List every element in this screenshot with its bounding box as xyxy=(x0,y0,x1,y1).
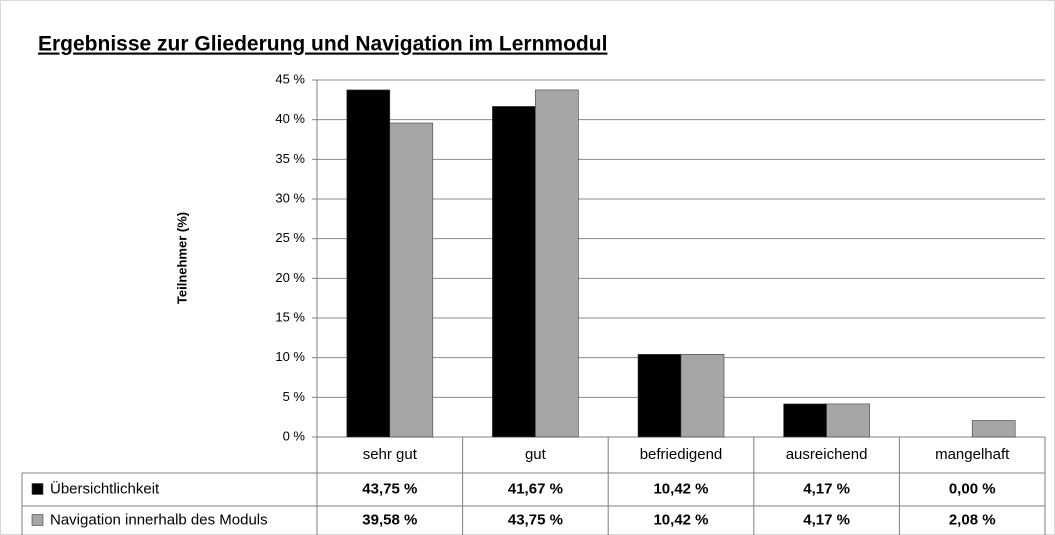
bar xyxy=(389,122,434,438)
data-label: 4,17 % xyxy=(803,480,850,497)
legend-label: Übersichtlichkeit xyxy=(50,479,160,497)
data-label: 10,42 % xyxy=(653,511,708,528)
bar xyxy=(535,89,579,438)
y-tick-label: 45 % xyxy=(275,71,305,86)
data-label: 4,17 % xyxy=(803,511,850,528)
data-label: 43,75 % xyxy=(362,480,417,497)
legend-label: Navigation innerhalb des Moduls xyxy=(50,511,268,528)
chart-title: Ergebnisse zur Gliederung und Navigation… xyxy=(38,33,607,56)
y-tick-label: 5 % xyxy=(283,389,306,404)
data-label: 10,42 % xyxy=(653,480,708,497)
y-tick-label: 0 % xyxy=(283,428,306,443)
y-tick-label: 35 % xyxy=(275,151,305,166)
data-label: 39,58 % xyxy=(362,511,417,528)
data-label: 43,75 % xyxy=(508,511,563,528)
y-tick-label: 20 % xyxy=(275,270,305,285)
x-tick-label: ausreichend xyxy=(786,446,868,463)
y-tick-label: 25 % xyxy=(275,230,305,245)
y-tick-label: 10 % xyxy=(275,349,305,364)
data-label: 41,67 % xyxy=(508,480,563,497)
x-tick-label: mangelhaft xyxy=(935,446,1010,463)
x-tick-label: gut xyxy=(525,446,547,463)
x-tick-label: sehr gut xyxy=(363,446,418,463)
data-label: 0,00 % xyxy=(949,480,996,497)
bar xyxy=(346,89,391,438)
bar xyxy=(971,420,1016,438)
bar xyxy=(783,403,827,438)
x-tick-label: befriedigend xyxy=(640,446,723,463)
y-tick-label: 40 % xyxy=(275,111,305,126)
bar xyxy=(492,106,536,438)
bar xyxy=(680,354,725,438)
legend-key xyxy=(31,514,44,526)
y-axis-label: Teilnehmer (%) xyxy=(174,212,189,304)
legend-key xyxy=(31,483,44,495)
data-label: 2,08 % xyxy=(949,511,996,528)
y-tick-label: 15 % xyxy=(275,309,305,324)
bar xyxy=(826,403,870,438)
bar xyxy=(637,354,682,438)
y-tick-label: 30 % xyxy=(275,190,305,205)
